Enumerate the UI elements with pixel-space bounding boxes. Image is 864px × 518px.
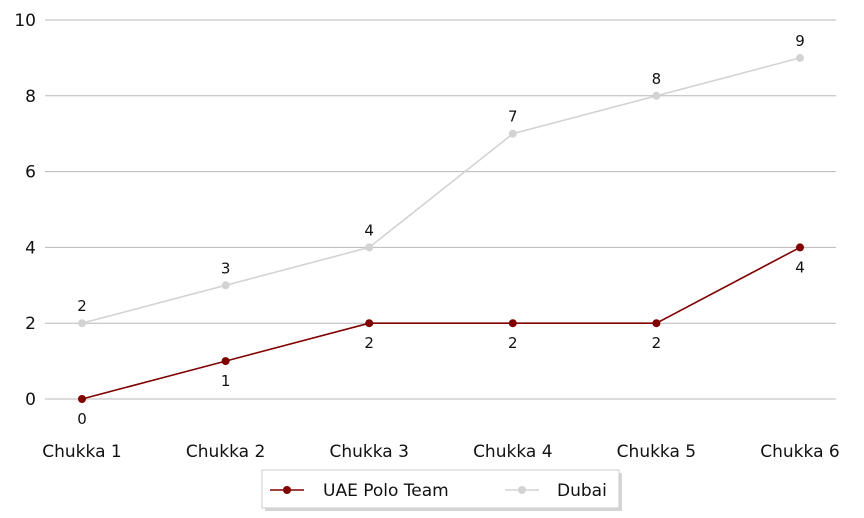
x-tick-label: Chukka 3 [329, 442, 408, 462]
legend-box [261, 469, 620, 509]
x-tick-label: Chukka 4 [473, 442, 552, 462]
data-point [365, 319, 374, 328]
data-label: 4 [364, 221, 374, 239]
series-layer: 2 3 4 7 8 9 0 1 2 2 2 4 [77, 32, 805, 428]
data-label: 2 [508, 334, 518, 352]
y-tick-label: 2 [25, 314, 36, 334]
y-tick-label: 0 [25, 390, 36, 410]
data-label: 2 [364, 334, 374, 352]
y-axis-ticks: 0 2 4 6 8 10 [14, 11, 36, 410]
data-point [796, 53, 804, 62]
legend: UAE Polo Team Dubai [261, 469, 622, 511]
data-point [796, 243, 804, 252]
data-label: 7 [508, 108, 518, 126]
data-label: 2 [77, 297, 87, 315]
data-label: 1 [221, 372, 231, 390]
data-label: 0 [77, 410, 87, 428]
x-axis-ticks: Chukka 1 Chukka 2 Chukka 3 Chukka 4 Chukka 5… [42, 442, 839, 462]
data-point [652, 91, 661, 100]
x-tick-label: Chukka 2 [186, 442, 265, 462]
series-uae-polo-team: 0 1 2 2 2 4 [77, 243, 805, 428]
x-tick-label: Chukka 6 [760, 442, 839, 462]
series-line [81, 57, 801, 324]
series-line [81, 246, 801, 400]
legend-marker-dubai [518, 486, 526, 494]
data-point [221, 357, 230, 366]
data-label: 4 [795, 258, 805, 276]
y-tick-label: 6 [25, 163, 36, 183]
y-tick-label: 4 [25, 238, 36, 258]
series-dubai: 2 3 4 7 8 9 [77, 32, 805, 328]
legend-label-dubai: Dubai [557, 481, 607, 501]
legend-label-uae: UAE Polo Team [323, 481, 449, 501]
data-point [221, 281, 230, 290]
data-point [365, 243, 374, 252]
data-label: 2 [652, 334, 662, 352]
data-point [652, 319, 661, 328]
gridlines [45, 19, 836, 400]
data-point [78, 395, 86, 403]
data-point [508, 319, 517, 328]
data-point [508, 129, 517, 138]
data-point [78, 319, 86, 328]
legend-marker-uae [283, 486, 291, 494]
data-label: 8 [652, 70, 662, 88]
x-tick-label: Chukka 1 [42, 442, 121, 462]
data-label: 9 [795, 32, 805, 50]
y-tick-label: 10 [14, 11, 36, 31]
x-tick-label: Chukka 5 [617, 442, 696, 462]
data-label: 3 [221, 259, 231, 277]
y-tick-label: 8 [25, 87, 36, 107]
